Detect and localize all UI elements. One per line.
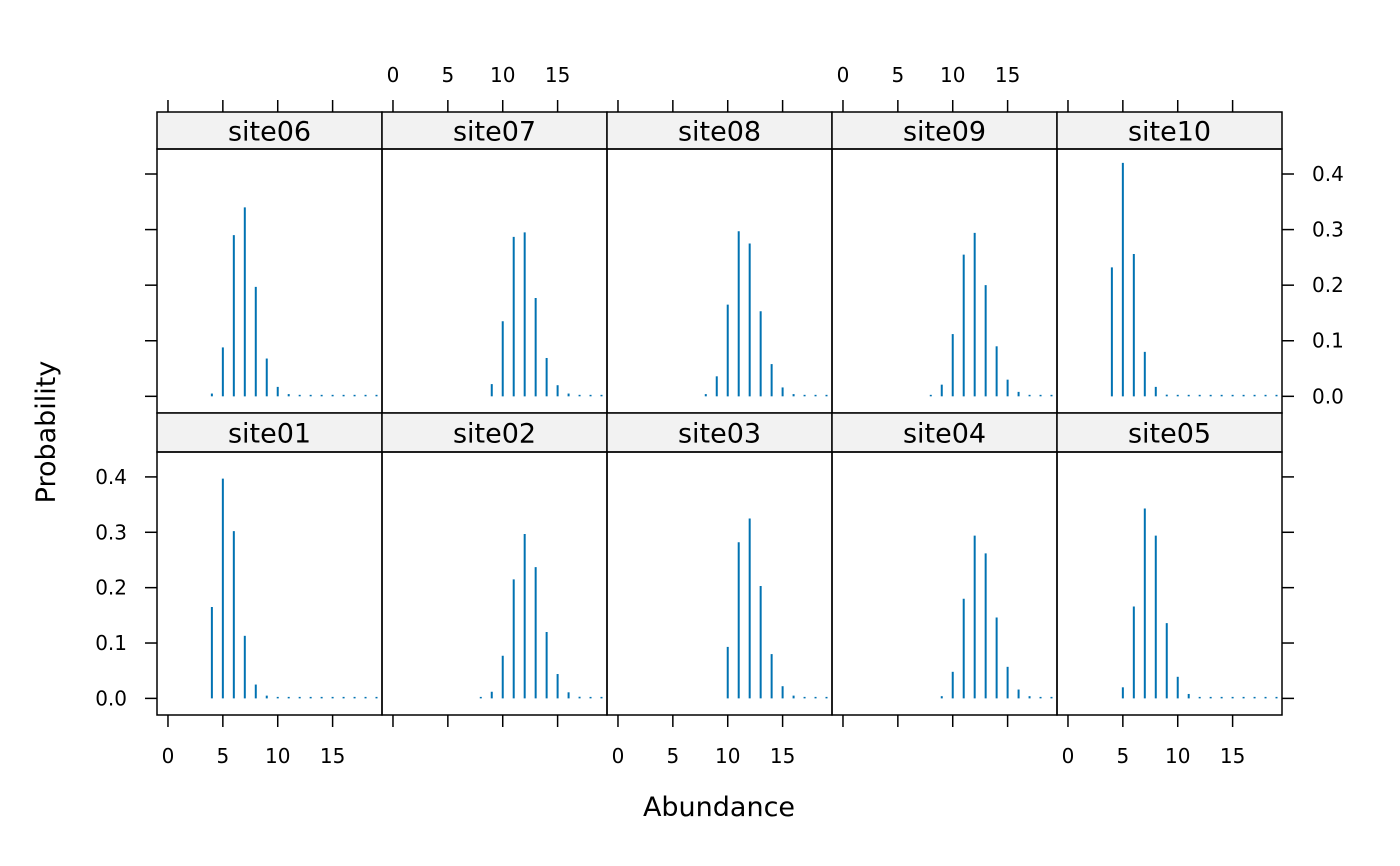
strip-label-site08: site08 <box>678 117 761 148</box>
x-tick-label: 5 <box>666 744 679 768</box>
panel-site10: site10 <box>1056 111 1283 414</box>
plot-area-site01 <box>156 451 383 716</box>
y-tick-label: 0.3 <box>1312 218 1344 242</box>
y-tick-label: 0.2 <box>95 576 127 600</box>
x-tick-label: 10 <box>1165 744 1190 768</box>
strip-site06 <box>156 111 383 150</box>
strip-label-site05: site05 <box>1128 419 1211 450</box>
strip-label-site04: site04 <box>903 419 986 450</box>
panel-site02: site02 <box>381 412 608 716</box>
x-tick-label: 10 <box>940 63 965 87</box>
strip-site02 <box>381 412 608 453</box>
x-tick-label: 0 <box>837 63 850 87</box>
plot-area-site03 <box>606 451 833 716</box>
y-tick-label: 0.4 <box>1312 162 1344 186</box>
panel-site08: site08 <box>606 111 833 414</box>
panel-site06: site06 <box>156 111 383 414</box>
strip-label-site10: site10 <box>1128 117 1211 148</box>
x-tick-label: 5 <box>441 63 454 87</box>
y-tick-label: 0.0 <box>1312 384 1344 408</box>
plot-area-site05 <box>1056 451 1283 716</box>
x-tick-label: 0 <box>387 63 400 87</box>
strip-site01 <box>156 412 383 453</box>
plot-area-site07 <box>381 148 608 414</box>
x-tick-label: 15 <box>1220 744 1245 768</box>
plot-area-site09 <box>831 148 1058 414</box>
strip-label-site02: site02 <box>453 419 536 450</box>
panel-site04: site04 <box>831 412 1058 716</box>
x-tick-label: 5 <box>1116 744 1129 768</box>
strip-label-site09: site09 <box>903 117 986 148</box>
plot-area-site08 <box>606 148 833 414</box>
y-tick-label: 0.1 <box>1312 329 1344 353</box>
y-axis-title: Probability <box>31 361 62 504</box>
x-tick-label: 10 <box>715 744 740 768</box>
strip-label-site01: site01 <box>228 419 311 450</box>
x-tick-label: 15 <box>545 63 570 87</box>
panel-site07: site07 <box>381 111 608 414</box>
strip-site05 <box>1056 412 1283 453</box>
panel-site05: site05 <box>1056 412 1283 716</box>
plot-area-site04 <box>831 451 1058 716</box>
panels: site06 site07 site08 site09 site10 site01 site… <box>156 111 1283 716</box>
x-tick-label: 10 <box>490 63 515 87</box>
y-tick-label: 0.0 <box>95 686 127 710</box>
axes: 0 5 10 15 0 5 10 15 0 5 10 15 0 5 10 15 0 5 10 15 0.0 0.1 0.2 0… <box>95 63 1344 768</box>
panel-site01: site01 <box>156 412 383 716</box>
strip-label-site07: site07 <box>453 117 536 148</box>
panel-site09: site09 <box>831 111 1058 414</box>
x-tick-label: 0 <box>162 744 175 768</box>
plot-area-site02 <box>381 451 608 716</box>
x-tick-label: 0 <box>612 744 625 768</box>
plot-area-site06 <box>156 148 383 414</box>
strip-site04 <box>831 412 1058 453</box>
strip-site08 <box>606 111 833 150</box>
strip-site03 <box>606 412 833 453</box>
x-tick-label: 15 <box>995 63 1020 87</box>
plot-area-site10 <box>1056 148 1283 414</box>
strip-label-site06: site06 <box>228 117 311 148</box>
y-tick-label: 0.1 <box>95 631 127 655</box>
x-tick-label: 0 <box>1062 744 1075 768</box>
y-tick-label: 0.3 <box>95 520 127 544</box>
x-axis-title: Abundance <box>643 792 795 823</box>
x-tick-label: 10 <box>265 744 290 768</box>
x-tick-label: 5 <box>891 63 904 87</box>
x-tick-label: 5 <box>216 744 229 768</box>
x-tick-label: 15 <box>770 744 795 768</box>
x-tick-label: 15 <box>320 744 345 768</box>
y-tick-label: 0.4 <box>95 465 127 489</box>
y-tick-label: 0.2 <box>1312 273 1344 297</box>
panel-site03: site03 <box>606 412 833 716</box>
strip-label-site03: site03 <box>678 419 761 450</box>
